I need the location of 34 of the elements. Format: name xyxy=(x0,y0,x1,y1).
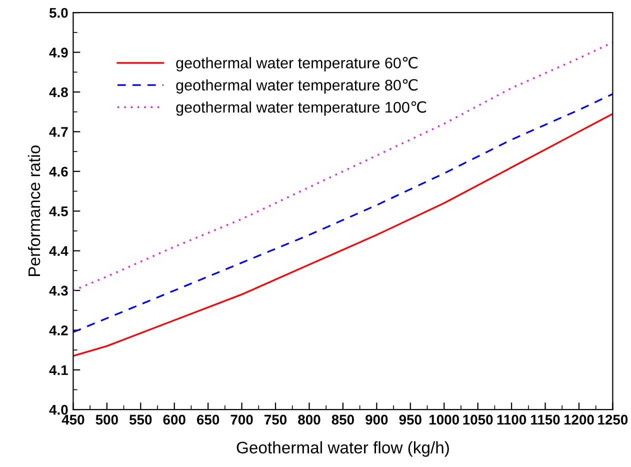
x-axis-title: Geothermal water flow (kg/h) xyxy=(236,441,449,457)
x-tick-label: 650 xyxy=(196,414,220,425)
x-tick-label: 850 xyxy=(332,414,354,425)
y-tick-label: 4.9 xyxy=(49,48,68,58)
x-tick-label: 1150 xyxy=(531,414,560,425)
x-tick-label: 900 xyxy=(366,414,388,425)
y-tick-label: 4.6 xyxy=(49,166,68,177)
y-tick-label: 4.5 xyxy=(49,206,68,216)
x-tick-label: 600 xyxy=(163,414,186,425)
x-tick-label: 950 xyxy=(399,414,422,425)
x-tick-label: 1250 xyxy=(598,414,628,425)
x-tick-label: 450 xyxy=(62,414,84,425)
x-tick-label: 700 xyxy=(230,414,253,425)
line-series xyxy=(73,93,613,333)
x-tick-label: 500 xyxy=(96,414,118,425)
x-tick-label: 1050 xyxy=(463,414,493,425)
y-tick-label: 4.8 xyxy=(49,87,68,98)
x-tick-label: 1200 xyxy=(564,414,594,425)
x-tick-label: 750 xyxy=(264,414,287,425)
x-tick-label: 1000 xyxy=(430,414,459,425)
y-tick-label: 4.4 xyxy=(49,246,68,256)
y-tick-label: 4.3 xyxy=(49,286,68,296)
y-tick-label: 5.0 xyxy=(49,8,68,18)
y-tick-label: 4.1 xyxy=(49,365,68,375)
y-tick-label: 4.2 xyxy=(49,326,68,336)
y-axis-title: Performance ratio xyxy=(28,146,40,276)
legend-label: geothermal water temperature 60℃ xyxy=(176,56,418,72)
y-tick-label: 4.7 xyxy=(49,127,68,137)
x-tick-label: 1100 xyxy=(497,414,526,425)
y-tick-label: 4.0 xyxy=(49,404,68,415)
legend-label: geothermal water temperature 80℃ xyxy=(176,79,418,94)
x-tick-label: 800 xyxy=(298,414,320,425)
x-tick-label: 550 xyxy=(129,414,152,425)
legend-label: geothermal water temperature 100℃ xyxy=(176,101,426,116)
